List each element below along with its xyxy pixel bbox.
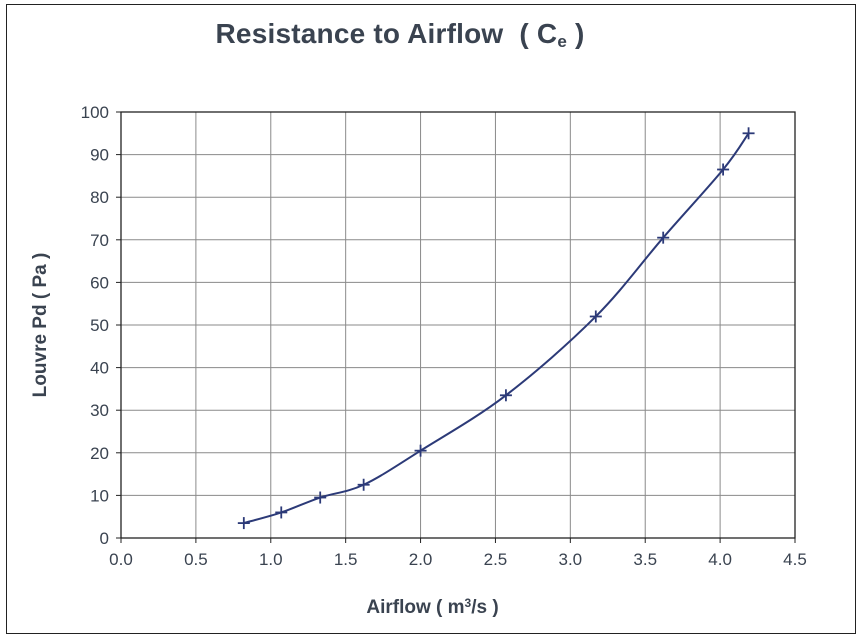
data-point-marker [237, 517, 250, 530]
y-tick-label: 90 [90, 146, 109, 165]
y-tick-label: 40 [90, 359, 109, 378]
y-tick-label: 100 [81, 103, 109, 122]
x-tick-label: 0.5 [184, 550, 208, 569]
data-point-marker [414, 444, 427, 457]
y-tick-label: 50 [90, 316, 109, 335]
y-tick-label: 10 [90, 486, 109, 505]
chart-frame [6, 4, 856, 634]
y-tick-label: 0 [100, 529, 109, 548]
title-text: Resistance to Airflow [215, 18, 504, 49]
x-tick-label: 1.5 [334, 550, 358, 569]
x-tick-label: 2.5 [484, 550, 508, 569]
y-tick-label: 80 [90, 188, 109, 207]
series-line [243, 132, 750, 525]
x-axis-label: Airflow ( m3/s ) [0, 596, 865, 619]
x-axis-label-suffix: /s ) [471, 597, 499, 618]
data-point-marker [314, 491, 327, 504]
data-point-marker [717, 163, 730, 176]
x-tick-label: 2.0 [409, 550, 433, 569]
data-point-marker [589, 310, 602, 323]
y-tick-label: 20 [90, 444, 109, 463]
y-tick-label: 30 [90, 401, 109, 420]
x-tick-label: 1.0 [259, 550, 283, 569]
data-point-marker [499, 389, 512, 402]
x-axis-label-sup: 3 [464, 596, 472, 610]
x-tick-label: 0.0 [109, 550, 133, 569]
title-subscript: e [557, 32, 567, 51]
x-tick-label: 4.0 [708, 550, 732, 569]
title-symbol: C [536, 18, 558, 49]
x-tick-label: 4.5 [783, 550, 807, 569]
data-point-marker [275, 506, 288, 519]
chart-title: Resistance to Airflow ( Ce ) [215, 18, 585, 51]
x-tick-label: 3.0 [559, 550, 583, 569]
y-tick-label: 60 [90, 273, 109, 292]
data-point-marker [357, 478, 370, 491]
data-point-marker [742, 127, 755, 140]
x-tick-label: 3.5 [633, 550, 657, 569]
y-tick-label: 70 [90, 231, 109, 250]
x-axis-label-prefix: Airflow ( m [366, 597, 465, 618]
plot-border [120, 111, 796, 539]
data-point-marker [657, 231, 670, 244]
